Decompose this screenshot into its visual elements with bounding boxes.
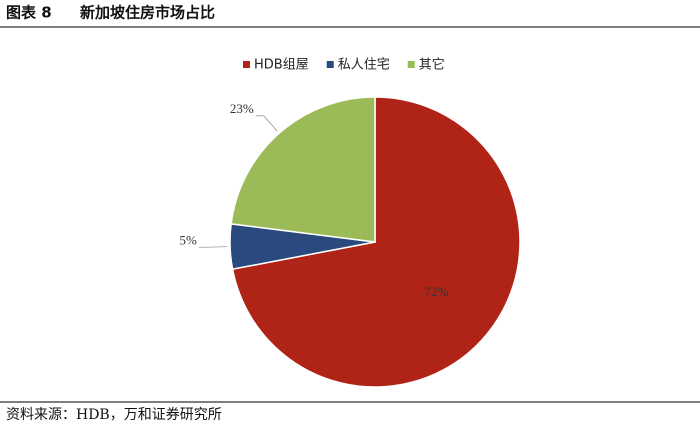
legend-swatch (243, 61, 250, 68)
legend-label: 其它 (419, 57, 445, 73)
pie-slice (231, 96, 521, 388)
chart-title: 新加坡住房市场占比 (80, 4, 215, 22)
data-label: 23% (230, 101, 254, 116)
leader-line (198, 246, 228, 248)
leader-line (255, 115, 278, 132)
legend-label: 私人住宅 (338, 58, 390, 73)
data-label: 72% (425, 284, 449, 299)
pie-slice (230, 96, 376, 243)
legend-label: HDB组屋 (254, 58, 309, 73)
legend-swatch (407, 61, 415, 68)
figure-number: 图表 8 (6, 4, 52, 22)
data-label: 5% (180, 232, 198, 247)
source-note: 资料来源：HDB，万和证券研究所 (6, 407, 222, 423)
legend-swatch (326, 61, 334, 68)
